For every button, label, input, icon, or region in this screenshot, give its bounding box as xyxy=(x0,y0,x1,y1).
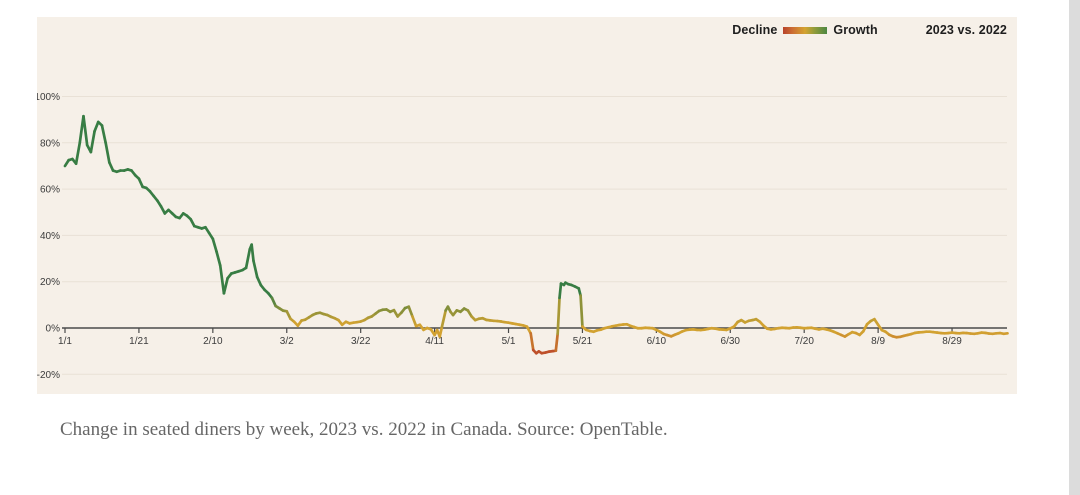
y-axis-label: 60% xyxy=(40,185,60,196)
chart-legend: Decline Growth 2023 vs. 2022 xyxy=(732,23,1007,37)
line-segment xyxy=(137,177,144,189)
x-tick-label: 4/11 xyxy=(425,336,444,347)
line-segment xyxy=(438,325,444,338)
y-axis-label: 0% xyxy=(46,324,61,335)
line-segment xyxy=(89,129,96,154)
line-segment xyxy=(93,120,100,133)
line-segment xyxy=(215,250,222,267)
x-tick-label: 2/10 xyxy=(203,336,223,347)
line-segment xyxy=(440,309,448,328)
chart-caption: Change in seated diners by week, 2023 vs… xyxy=(60,419,668,440)
line-segment xyxy=(579,294,584,328)
x-tick-label: 8/9 xyxy=(871,336,885,347)
line-segment xyxy=(104,141,111,164)
line-segment xyxy=(529,331,535,352)
y-axis-label: 40% xyxy=(40,231,60,242)
line-segment xyxy=(108,161,115,172)
line-segment xyxy=(255,275,263,287)
diners-change-line xyxy=(63,114,1009,355)
line-segment xyxy=(211,237,218,253)
x-tick-label: 1/1 xyxy=(58,336,72,347)
x-tick-labels: 1/1 1/21 2/10 3/2 3/22 4/11 5/1 5/21 6/10 6/30 7/2… xyxy=(58,336,962,347)
x-tick-label: 5/21 xyxy=(573,336,593,347)
line-segment xyxy=(556,296,561,336)
line-segment xyxy=(100,124,108,145)
line-chart-canvas: 100% 80% 60% 40% 20% 0% -20% 1/1 1/21 2/10 3/2 3/2… xyxy=(37,92,1009,381)
legend-growth-label: Growth xyxy=(833,23,878,37)
y-axis-labels: 100% 80% 60% 40% 20% 0% -20% xyxy=(37,92,60,381)
chart-panel: Decline Growth 2023 vs. 2022 100% 80% 60% 4… xyxy=(37,17,1017,394)
line-segment xyxy=(252,259,259,279)
page-scrollbar[interactable] xyxy=(1069,0,1080,495)
line-segment xyxy=(270,296,278,308)
line-segment xyxy=(285,309,292,321)
legend-decline-label: Decline xyxy=(732,23,778,37)
line-segment xyxy=(82,114,89,147)
line-segment xyxy=(554,332,560,353)
x-tick-label: 1/21 xyxy=(129,336,149,347)
x-tick-label: 6/10 xyxy=(647,336,667,347)
x-tick-label: 3/2 xyxy=(280,336,294,347)
line-segment xyxy=(244,247,252,270)
line-segment xyxy=(74,141,82,165)
x-tick-label: 8/29 xyxy=(942,336,962,347)
line-segment xyxy=(250,243,255,263)
y-gridlines xyxy=(62,96,1007,375)
x-tick-label: 5/1 xyxy=(502,336,516,347)
y-axis-label: 80% xyxy=(40,138,60,149)
line-segment xyxy=(222,276,229,295)
line-segment xyxy=(558,282,563,300)
x-tick-label: 3/22 xyxy=(351,336,371,347)
line-segment xyxy=(411,315,418,328)
y-axis-label: 100% xyxy=(37,92,60,103)
x-axis xyxy=(62,327,1007,333)
comparison-label: 2023 vs. 2022 xyxy=(925,23,1007,37)
line-segment xyxy=(407,305,414,318)
x-tick-label: 6/30 xyxy=(721,336,741,347)
x-tick-label: 7/20 xyxy=(794,336,814,347)
decline-growth-gradient-icon xyxy=(783,26,828,34)
y-axis-label: 20% xyxy=(40,277,60,288)
line-segment xyxy=(218,264,226,295)
y-axis-label: -20% xyxy=(37,370,60,381)
